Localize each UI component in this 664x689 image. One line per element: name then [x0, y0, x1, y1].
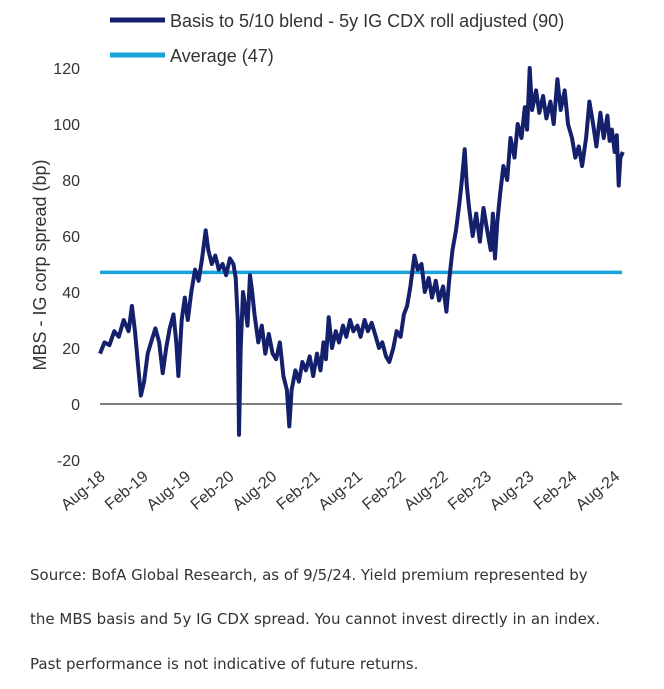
- source-line-1: Source: BofA Global Research, as of 9/5/…: [30, 566, 588, 584]
- x-tick-label: Aug-18: [58, 468, 109, 514]
- x-tick-label: Aug-19: [144, 468, 195, 514]
- x-tick-label: Feb-20: [188, 468, 238, 514]
- x-tick-label: Feb-23: [445, 468, 495, 514]
- x-tick-label: Aug-24: [573, 468, 624, 514]
- x-tick-label: Aug-20: [230, 468, 281, 514]
- legend-label-average: Average (47): [170, 46, 274, 66]
- y-tick-label: 40: [62, 285, 80, 302]
- source-line-3: Past performance is not indicative of fu…: [30, 655, 419, 673]
- x-tick-label: Aug-22: [401, 468, 452, 514]
- x-tick-label: Aug-21: [315, 468, 366, 514]
- y-tick-label: 80: [62, 173, 80, 190]
- series-layer: [98, 66, 625, 437]
- y-tick-label: -20: [57, 453, 80, 470]
- y-tick-labels: 120 100 80 60 40 20 0 -20: [53, 61, 80, 470]
- y-tick-label: 100: [53, 117, 80, 134]
- legend-label-basis: Basis to 5/10 blend - 5y IG CDX roll adj…: [170, 11, 564, 31]
- x-tick-label: Aug-23: [487, 468, 538, 514]
- x-tick-label: Feb-22: [359, 468, 409, 514]
- source-line-2: the MBS basis and 5y IG CDX spread. You …: [30, 610, 601, 628]
- y-tick-label: 20: [62, 341, 80, 358]
- chart: Basis to 5/10 blend - 5y IG CDX roll adj…: [30, 11, 625, 514]
- y-axis-label: MBS - IG corp spread (bp): [30, 159, 50, 370]
- x-tick-label: Feb-19: [102, 468, 152, 514]
- x-tick-label: Feb-24: [531, 468, 581, 514]
- y-tick-label: 120: [53, 61, 80, 78]
- y-tick-label: 0: [71, 397, 80, 414]
- x-tick-labels: Aug-18Feb-19Aug-19Feb-20Aug-20Feb-21Aug-…: [58, 468, 623, 514]
- series-line-basis: [98, 66, 625, 437]
- x-tick-label: Feb-21: [274, 468, 324, 514]
- legend: Basis to 5/10 blend - 5y IG CDX roll adj…: [110, 11, 564, 66]
- y-tick-label: 60: [62, 229, 80, 246]
